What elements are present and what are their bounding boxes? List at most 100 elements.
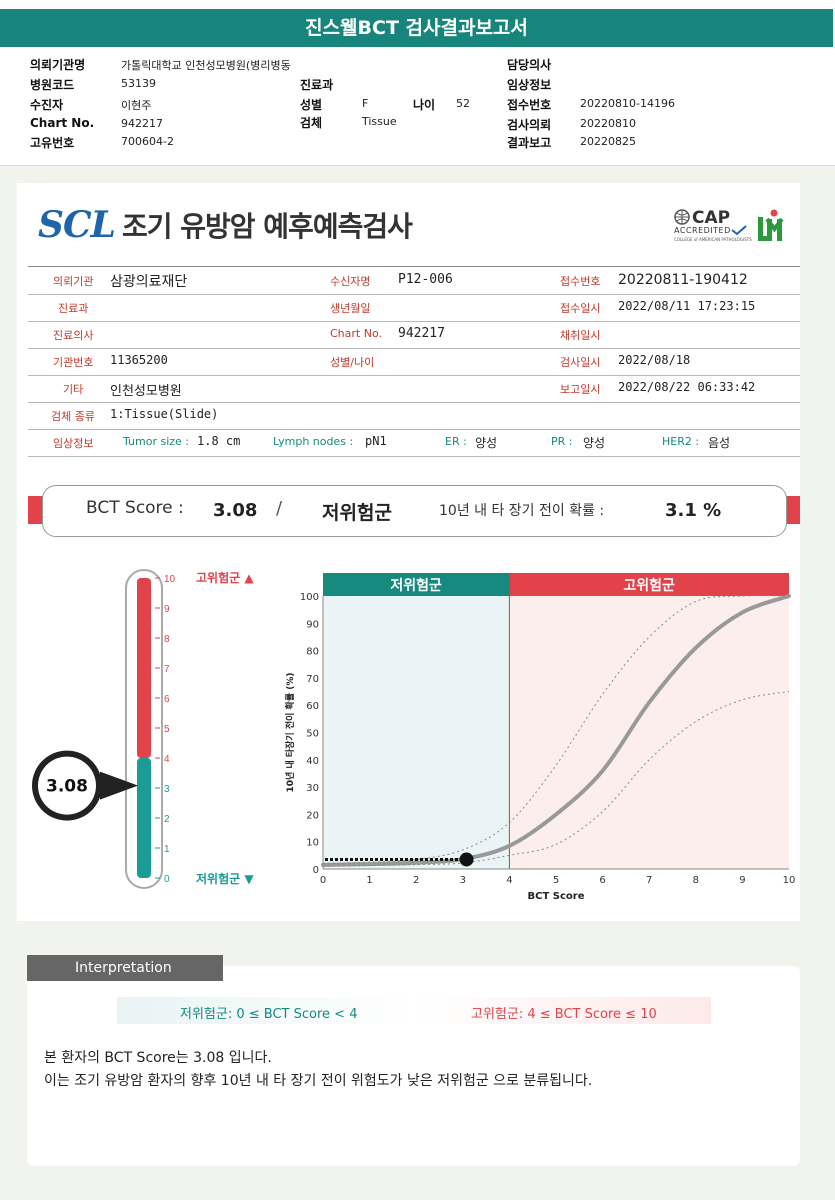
report-datetime-value: 2022/08/22 06:33:42 [618, 380, 756, 394]
y-tick-label: 100 [300, 592, 319, 603]
info-row [28, 348, 800, 376]
bct-score-value: 3.08 [213, 500, 258, 521]
lower-confidence-curve [322, 691, 790, 867]
collect-date-label: 채취일시 [560, 329, 601, 342]
info-row [28, 267, 800, 295]
gauge-low-segment [137, 758, 151, 878]
clinical-info-label: 임상정보 [507, 78, 552, 92]
clinical-label: 임상정보 [53, 437, 94, 450]
x-tick-label: 9 [739, 875, 745, 886]
specimen-type-label: 검체 종류 [51, 410, 95, 423]
low-risk-range: 저위험군: 0 ≤ BCT Score < 4 [180, 1007, 358, 1022]
dept-label: 진료과 [58, 302, 89, 315]
specimen-label: 검체 [300, 116, 323, 130]
her2-label: HER2 : [662, 435, 700, 448]
x-tick-label: 5 [553, 875, 559, 886]
x-tick-label: 6 [599, 875, 605, 886]
etc-label: 기타 [63, 383, 84, 396]
er-label: ER : [445, 435, 467, 448]
gauge-tick-label: 7 [164, 664, 170, 675]
x-tick-label: 1 [366, 875, 372, 886]
chart-no-value: 942217 [121, 117, 163, 130]
hospital-code-value: 53139 [121, 77, 156, 90]
sex-age-label: 성별/나이 [330, 356, 375, 369]
age-value: 52 [456, 97, 470, 110]
doctor-label: 담당의사 [507, 58, 552, 72]
pr-label: PR : [551, 435, 573, 448]
interpretation-tab: Interpretation [27, 955, 223, 981]
high-risk-range: 고위험군: 4 ≤ BCT Score ≤ 10 [471, 1007, 657, 1022]
lymph-nodes-label: Lymph nodes : [273, 435, 354, 448]
unique-no-label: 고유번호 [30, 136, 75, 150]
check-icon [731, 225, 747, 236]
info-row [28, 375, 800, 403]
her2-value: 음성 [708, 436, 731, 450]
gauge-pointer [100, 771, 138, 800]
x-tick-label: 2 [413, 875, 419, 886]
x-tick-label: 4 [506, 875, 512, 886]
sex-label: 성별 [300, 98, 323, 112]
physician-label: 진료의사 [53, 329, 94, 342]
risk-range-bar [117, 997, 711, 1024]
report-datetime-label: 보고일시 [560, 383, 601, 396]
y-tick-label: 80 [306, 647, 319, 658]
org-no-value: 11365200 [110, 353, 168, 367]
y-tick-label: 0 [313, 865, 319, 876]
y-tick-label: 30 [306, 783, 319, 794]
specimen-value: Tissue [362, 115, 397, 128]
score-summary-box [42, 485, 787, 537]
test-date-value: 2022/08/18 [618, 353, 691, 367]
hospital-code-label: 병원코드 [30, 78, 75, 92]
gauge-tick-label: 9 [164, 604, 170, 615]
risk-group-value: 저위험군 [322, 502, 392, 524]
receipt-date-value: 2022/08/11 17:23:15 [618, 299, 756, 313]
interpretation-line-2: 이는 조기 유방암 환자의 향후 10년 내 타 장기 전이 위험도가 낮은 저… [44, 1073, 593, 1089]
request-value: 20220810 [580, 117, 636, 130]
receipt-no-value-2: 20220811-190412 [618, 272, 748, 288]
test-title: 조기 유방암 예후예측검사 [122, 210, 413, 243]
gauge-tick-label: 6 [164, 694, 170, 705]
lm-logo-icon [758, 209, 784, 241]
gauge-tick-label: 5 [164, 724, 170, 735]
receipt-date-label: 접수일시 [560, 302, 601, 315]
patient-info-table [28, 266, 800, 457]
gauge-high-label: 고위험군 ▲ [196, 570, 254, 585]
lymph-nodes-value: pN1 [365, 434, 387, 448]
patient-score-marker [459, 852, 474, 867]
gauge-bubble-inner [38, 756, 96, 815]
gauge-tick-label: 8 [164, 634, 170, 645]
x-tick-label: 0 [320, 875, 326, 886]
cap-small-text: COLLEGE of AMERICAN PATHOLOGISTS [674, 237, 752, 242]
gauge-high-segment [137, 578, 151, 758]
gauge-tick-label: 1 [164, 844, 170, 855]
low-risk-region [323, 596, 510, 869]
recipient-value: 이현주 [121, 99, 152, 112]
req-org-label: 의뢰기관 [53, 275, 94, 288]
dept-label: 진료과 [300, 78, 334, 92]
x-tick-label: 8 [693, 875, 699, 886]
institution-label: 의뢰기관명 [30, 58, 86, 72]
low-risk-region-label: 저위험군 [390, 577, 442, 594]
info-row [28, 294, 800, 322]
bct-score-label: BCT Score : [86, 498, 184, 518]
er-value: 양성 [475, 436, 498, 450]
pr-value: 양성 [583, 436, 606, 450]
x-axis-label: BCT Score [528, 891, 585, 902]
gauge-bubble-value: 3.08 [46, 777, 88, 797]
high-risk-region-label: 고위험군 [623, 577, 675, 594]
y-tick-label: 90 [306, 619, 319, 630]
report-date-label: 결과보고 [507, 136, 552, 150]
scl-logo: SCL [38, 204, 116, 246]
probability-value: 3.1 % [665, 500, 722, 521]
interpretation-line-1: 본 환자의 BCT Score는 3.08 입니다. [44, 1050, 272, 1066]
request-label: 검사의뢰 [507, 118, 552, 132]
low-risk-header [323, 573, 510, 596]
high-risk-region [509, 596, 789, 869]
y-tick-label: 50 [306, 729, 319, 740]
specimen-type-value: 1:Tissue(Slide) [110, 407, 219, 421]
gauge-tick-label: 0 [164, 874, 170, 885]
test-date-label: 검사일시 [560, 356, 601, 369]
report-title: 진스웰BCT 검사결과보고서 [0, 9, 833, 47]
x-tick-label: 7 [646, 875, 652, 886]
